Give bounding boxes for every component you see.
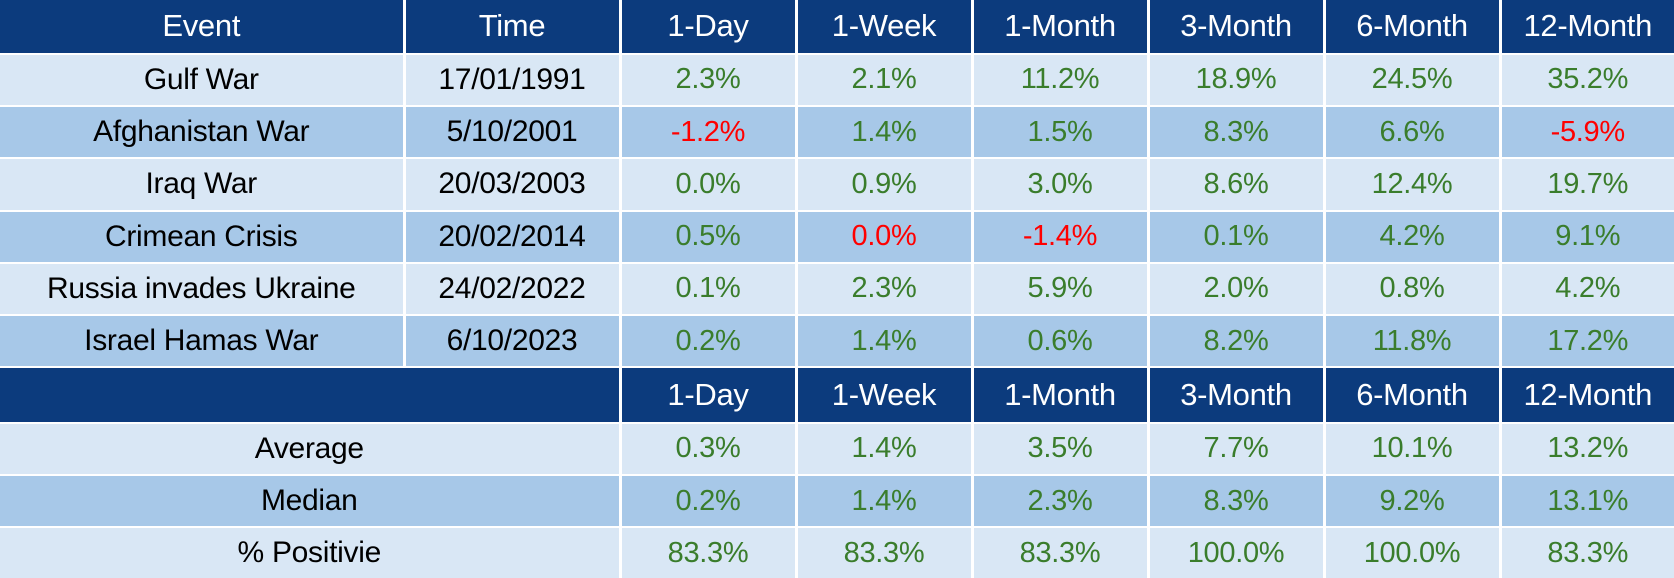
value-cell: 1.4% — [796, 474, 974, 529]
column-header-6-month: 6-Month — [1324, 0, 1502, 55]
summary-label: Average — [0, 422, 622, 476]
value-cell: 9.2% — [1324, 474, 1502, 529]
value-cell: 8.3% — [1148, 474, 1326, 529]
column-header-event: Event — [0, 0, 406, 55]
summary-column-header-1-month: 1-Month — [972, 367, 1150, 424]
value-cell: -1.4% — [972, 210, 1150, 264]
table-row-russia-invades-ukraine: Russia invades Ukraine 24/02/2022 0.1% 2… — [0, 262, 1674, 317]
value-cell: 0.1% — [620, 262, 798, 317]
event-cell: Israel Hamas War — [0, 315, 406, 369]
column-header-time: Time — [404, 0, 622, 55]
value-cell: 2.1% — [796, 53, 974, 108]
time-cell: 6/10/2023 — [404, 315, 622, 369]
summary-row-average: Average 0.3% 1.4% 3.5% 7.7% 10.1% 13.2% — [0, 422, 1674, 476]
time-cell: 20/02/2014 — [404, 210, 622, 264]
value-cell: 2.3% — [796, 262, 974, 317]
value-cell: 17.2% — [1500, 315, 1674, 369]
table-row-gulf-war: Gulf War 17/01/1991 2.3% 2.1% 11.2% 18.9… — [0, 53, 1674, 108]
value-cell: 19.7% — [1500, 158, 1674, 212]
summary-column-header-12-month: 12-Month — [1500, 367, 1674, 424]
value-cell: 83.3% — [796, 527, 974, 578]
value-cell: 3.5% — [972, 422, 1150, 476]
summary-column-header-1-day: 1-Day — [620, 367, 798, 424]
summary-column-header-3-month: 3-Month — [1148, 367, 1326, 424]
value-cell: 0.2% — [620, 315, 798, 369]
column-header-1-month: 1-Month — [972, 0, 1150, 55]
value-cell: -1.2% — [620, 106, 798, 160]
value-cell: 1.5% — [972, 106, 1150, 160]
value-cell: 24.5% — [1324, 53, 1502, 108]
summary-label: % Positivie — [0, 527, 622, 578]
value-cell: 2.0% — [1148, 262, 1326, 317]
value-cell: 8.2% — [1148, 315, 1326, 369]
time-cell: 5/10/2001 — [404, 106, 622, 160]
summary-column-header-6-month: 6-Month — [1324, 367, 1502, 424]
header-row: Event Time 1-Day 1-Week 1-Month 3-Month … — [0, 0, 1674, 55]
value-cell: 0.3% — [620, 422, 798, 476]
table-row-crimean-crisis: Crimean Crisis 20/02/2014 0.5% 0.0% -1.4… — [0, 210, 1674, 264]
event-cell: Crimean Crisis — [0, 210, 406, 264]
value-cell: 13.1% — [1500, 474, 1674, 529]
column-header-3-month: 3-Month — [1148, 0, 1326, 55]
value-cell: 83.3% — [972, 527, 1150, 578]
column-header-1-week: 1-Week — [796, 0, 974, 55]
value-cell: 13.2% — [1500, 422, 1674, 476]
value-cell: 1.4% — [796, 106, 974, 160]
value-cell: 0.5% — [620, 210, 798, 264]
value-cell: 0.2% — [620, 474, 798, 529]
summary-row-pct-positive: % Positivie 83.3% 83.3% 83.3% 100.0% 100… — [0, 527, 1674, 578]
value-cell: 8.6% — [1148, 158, 1326, 212]
value-cell: 35.2% — [1500, 53, 1674, 108]
event-cell: Gulf War — [0, 53, 406, 108]
value-cell: 4.2% — [1500, 262, 1674, 317]
value-cell: 0.1% — [1148, 210, 1326, 264]
value-cell: -5.9% — [1500, 106, 1674, 160]
value-cell: 0.0% — [796, 210, 974, 264]
summary-label: Median — [0, 474, 622, 529]
value-cell: 10.1% — [1324, 422, 1502, 476]
value-cell: 3.0% — [972, 158, 1150, 212]
value-cell: 100.0% — [1324, 527, 1502, 578]
value-cell: 2.3% — [972, 474, 1150, 529]
value-cell: 83.3% — [1500, 527, 1674, 578]
column-header-12-month: 12-Month — [1500, 0, 1674, 55]
value-cell: 11.8% — [1324, 315, 1502, 369]
value-cell: 1.4% — [796, 422, 974, 476]
column-header-1-day: 1-Day — [620, 0, 798, 55]
time-cell: 24/02/2022 — [404, 262, 622, 317]
table-row-iraq-war: Iraq War 20/03/2003 0.0% 0.9% 3.0% 8.6% … — [0, 158, 1674, 212]
time-cell: 20/03/2003 — [404, 158, 622, 212]
event-cell: Russia invades Ukraine — [0, 262, 406, 317]
value-cell: 2.3% — [620, 53, 798, 108]
value-cell: 100.0% — [1148, 527, 1326, 578]
event-cell: Afghanistan War — [0, 106, 406, 160]
value-cell: 1.4% — [796, 315, 974, 369]
value-cell: 11.2% — [972, 53, 1150, 108]
value-cell: 5.9% — [972, 262, 1150, 317]
summary-header-row: 1-Day 1-Week 1-Month 3-Month 6-Month 12-… — [0, 367, 1674, 424]
value-cell: 7.7% — [1148, 422, 1326, 476]
value-cell: 4.2% — [1324, 210, 1502, 264]
table-row-afghanistan-war: Afghanistan War 5/10/2001 -1.2% 1.4% 1.5… — [0, 106, 1674, 160]
value-cell: 0.0% — [620, 158, 798, 212]
summary-row-median: Median 0.2% 1.4% 2.3% 8.3% 9.2% 13.1% — [0, 474, 1674, 529]
event-cell: Iraq War — [0, 158, 406, 212]
value-cell: 6.6% — [1324, 106, 1502, 160]
value-cell: 0.9% — [796, 158, 974, 212]
table-row-israel-hamas-war: Israel Hamas War 6/10/2023 0.2% 1.4% 0.6… — [0, 315, 1674, 369]
value-cell: 0.8% — [1324, 262, 1502, 317]
summary-header-spacer — [0, 367, 622, 424]
value-cell: 0.6% — [972, 315, 1150, 369]
summary-column-header-1-week: 1-Week — [796, 367, 974, 424]
value-cell: 83.3% — [620, 527, 798, 578]
value-cell: 9.1% — [1500, 210, 1674, 264]
value-cell: 18.9% — [1148, 53, 1326, 108]
value-cell: 12.4% — [1324, 158, 1502, 212]
time-cell: 17/01/1991 — [404, 53, 622, 108]
value-cell: 8.3% — [1148, 106, 1326, 160]
